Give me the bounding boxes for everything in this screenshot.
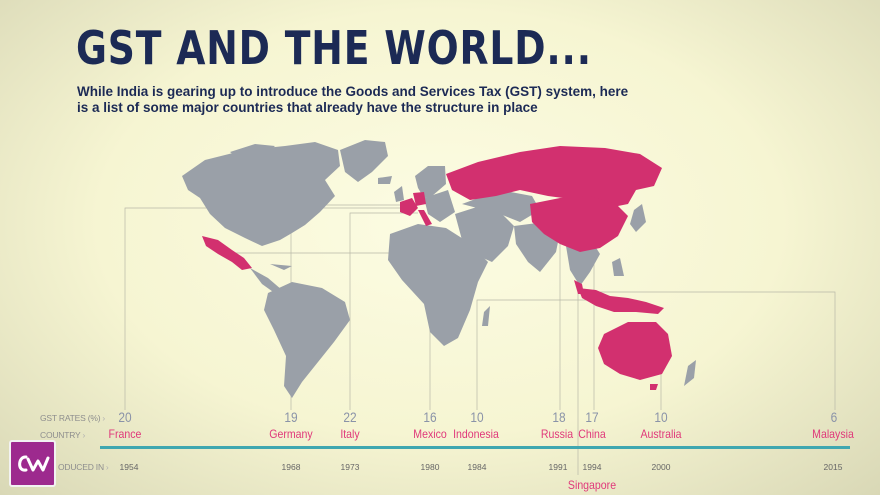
rate-france: 20	[118, 409, 132, 425]
country-label-singapore: Singapore	[567, 478, 617, 492]
land-north-america	[182, 142, 340, 246]
rate-russia: 18	[552, 409, 566, 425]
country-russia	[446, 146, 662, 208]
country-mexico	[202, 236, 252, 270]
land-masses	[182, 140, 696, 398]
country-label-mexico: Mexico	[413, 427, 447, 441]
country-label-italy: Italy	[340, 427, 360, 441]
introduced-row-label: ODUCED IN ›	[58, 462, 109, 472]
rates-row-label: GST RATES (%) ›	[40, 413, 106, 423]
rate-malaysia: 6	[830, 409, 838, 425]
land-uk	[394, 186, 404, 202]
land-central-america	[250, 268, 282, 294]
year-germany: 1968	[281, 462, 301, 472]
land-iceland	[378, 176, 392, 184]
year-australia: 2000	[651, 462, 671, 472]
chevron-right-icon: ›	[102, 413, 106, 423]
year-italy: 1973	[340, 462, 360, 472]
land-new-zealand	[684, 360, 696, 386]
leader-line-malaysia	[590, 291, 836, 410]
page-title: GST AND THE WORLD...	[76, 21, 592, 75]
land-japan	[630, 204, 646, 232]
country-tasmania	[650, 384, 658, 390]
country-label-germany: Germany	[269, 427, 313, 441]
year-russia: 1991	[548, 462, 568, 472]
land-east-europe	[424, 190, 455, 222]
year-mexico: 1980	[420, 462, 440, 472]
country-china	[530, 196, 628, 252]
country-germany	[413, 192, 426, 206]
highlighted-countries	[202, 146, 672, 390]
land-greenland	[340, 140, 388, 182]
page-subtitle: While India is gearing up to introduce t…	[77, 84, 629, 115]
rate-indonesia: 10	[470, 409, 484, 425]
brand-logo-icon	[18, 455, 50, 472]
year-indonesia: 1984	[467, 462, 487, 472]
brand-logo	[9, 440, 56, 487]
country-label-malaysia: Malaysia	[812, 427, 854, 441]
rate-germany: 19	[284, 409, 298, 425]
year-malaysia: 2015	[823, 462, 843, 472]
rate-mexico: 16	[423, 409, 437, 425]
country-australia	[598, 322, 672, 380]
land-cuba	[270, 264, 292, 270]
land-scandinavia	[415, 166, 446, 198]
year-china: 1994	[582, 462, 602, 472]
country-malaysia	[574, 280, 584, 294]
leader-line-indonesia	[476, 299, 605, 410]
rate-china: 17	[585, 409, 599, 425]
land-philippines	[612, 258, 624, 276]
country-label-russia: Russia	[540, 427, 574, 441]
land-south-america	[264, 282, 350, 398]
country-label-indonesia: Indonesia	[453, 427, 499, 441]
year-france: 1954	[119, 462, 139, 472]
land-madagascar	[482, 306, 490, 326]
leader-line-italy	[349, 212, 418, 410]
land-middle-east	[455, 206, 514, 262]
land-canada-islands	[230, 144, 275, 160]
land-africa	[388, 224, 488, 346]
chevron-right-icon: ›	[82, 430, 86, 440]
country-label-france: France	[108, 427, 142, 441]
timeline-bar	[100, 446, 850, 449]
country-label-australia: Australia	[640, 427, 682, 441]
country-indonesia	[578, 288, 664, 314]
country-italy	[418, 210, 432, 226]
country-france	[400, 198, 418, 216]
rate-italy: 22	[343, 409, 357, 425]
land-se-asia	[565, 238, 600, 286]
country-label-china: China	[578, 427, 606, 441]
country-row-label: COUNTRY ›	[40, 430, 86, 440]
chevron-right-icon: ›	[105, 462, 109, 472]
rate-australia: 10	[654, 409, 668, 425]
